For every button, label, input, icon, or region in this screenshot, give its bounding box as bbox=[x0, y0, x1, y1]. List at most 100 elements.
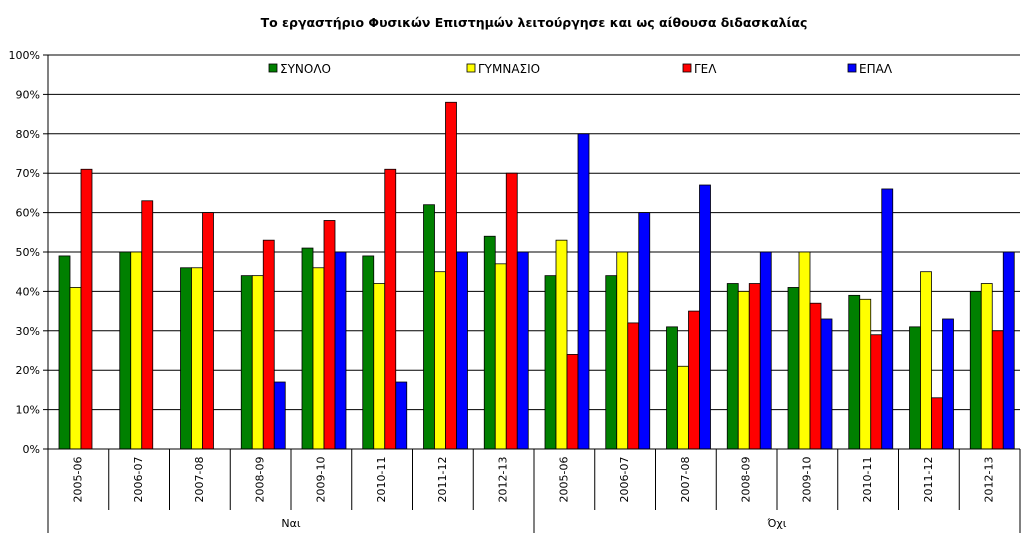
bar bbox=[119, 251, 132, 450]
x-tick-label: 2012-13 bbox=[497, 457, 510, 503]
bar bbox=[820, 318, 833, 450]
bar bbox=[362, 255, 375, 450]
bar bbox=[605, 275, 618, 450]
x-tick-label: 2007-08 bbox=[193, 457, 206, 503]
bar bbox=[798, 251, 811, 450]
bar bbox=[748, 283, 761, 450]
x-group-label: Όχι bbox=[766, 517, 786, 530]
bar bbox=[1002, 251, 1015, 450]
y-tick-label: 60% bbox=[16, 207, 40, 220]
bar bbox=[726, 283, 739, 450]
bar bbox=[323, 220, 336, 450]
bar bbox=[909, 326, 921, 450]
bar bbox=[273, 381, 286, 450]
bar bbox=[141, 200, 154, 450]
bar bbox=[809, 302, 822, 450]
x-tick-label: 2006-07 bbox=[132, 457, 145, 503]
y-tick-label: 90% bbox=[16, 88, 40, 101]
y-tick-label: 80% bbox=[16, 128, 40, 141]
bar bbox=[920, 271, 932, 450]
bar bbox=[737, 290, 750, 450]
x-tick-label: 2005-06 bbox=[557, 457, 570, 503]
bar bbox=[991, 330, 1004, 450]
bar bbox=[301, 247, 314, 450]
x-tick-label: 2012-13 bbox=[983, 457, 996, 503]
x-tick-label: 2009-10 bbox=[314, 457, 327, 503]
x-tick-label: 2009-10 bbox=[800, 457, 813, 503]
legend-label: ΓΕΛ bbox=[694, 62, 717, 76]
bar bbox=[312, 267, 325, 450]
y-axis: 0% 10% 20% 30% 40% 50% 60% 70% 80% 90% 100% bbox=[9, 49, 49, 456]
legend: ΣΥΝΟΛΟ ΓΥΜΝΑΣΙΟ ΓΕΛ ΕΠΑΛ bbox=[268, 62, 893, 76]
bar bbox=[555, 239, 568, 450]
bar bbox=[759, 251, 772, 450]
bar bbox=[395, 381, 408, 450]
x-tick-label: 2010-11 bbox=[375, 457, 388, 503]
y-tick-label: 50% bbox=[16, 246, 40, 259]
x-tick-label: 2011-12 bbox=[922, 457, 935, 503]
bars bbox=[58, 101, 1015, 450]
legend-swatch bbox=[847, 63, 857, 73]
bar bbox=[373, 283, 386, 450]
bar bbox=[191, 267, 203, 450]
bar bbox=[566, 354, 579, 450]
bar bbox=[677, 365, 689, 450]
bar bbox=[787, 287, 800, 450]
x-tick-label: 2006-07 bbox=[618, 457, 631, 503]
bar bbox=[445, 101, 457, 450]
bar bbox=[666, 326, 678, 450]
x-tick-label: 2007-08 bbox=[679, 457, 692, 503]
bar bbox=[627, 322, 640, 450]
bar bbox=[180, 267, 192, 450]
chart-title: Το εργαστήριο Φυσικών Επιστημών λειτούργ… bbox=[261, 15, 808, 30]
bar bbox=[688, 310, 700, 450]
y-tick-label: 40% bbox=[16, 285, 40, 298]
bar bbox=[848, 294, 861, 450]
bar bbox=[942, 318, 954, 450]
bar bbox=[434, 271, 446, 450]
bar bbox=[202, 212, 214, 450]
bar bbox=[483, 235, 496, 450]
x-tick-label: 2011-12 bbox=[436, 457, 449, 503]
bar bbox=[931, 397, 943, 450]
y-tick-label: 0% bbox=[23, 443, 40, 456]
legend-swatch bbox=[682, 63, 692, 73]
bar bbox=[240, 275, 253, 450]
bar bbox=[69, 287, 82, 450]
bar bbox=[881, 188, 894, 450]
y-tick-label: 30% bbox=[16, 325, 40, 338]
bar bbox=[505, 172, 518, 450]
legend-label: ΕΠΑΛ bbox=[859, 62, 893, 76]
bar bbox=[516, 251, 529, 450]
bar bbox=[859, 298, 872, 450]
legend-swatch bbox=[466, 63, 476, 73]
x-tick-label: 2010-11 bbox=[861, 457, 874, 503]
x-tick-label: 2008-09 bbox=[740, 457, 753, 503]
legend-label: ΓΥΜΝΑΣΙΟ bbox=[478, 62, 540, 76]
legend-label: ΣΥΝΟΛΟ bbox=[280, 62, 331, 76]
x-group-label: Ναι bbox=[281, 517, 300, 530]
x-tick-label: 2008-09 bbox=[254, 457, 267, 503]
bar bbox=[251, 275, 264, 450]
bar bbox=[80, 168, 93, 450]
bar bbox=[423, 204, 435, 450]
x-axis: 2005-06 2006-07 2007-08 2008-09 2009-10 2010-… bbox=[47, 448, 1021, 533]
bar bbox=[334, 251, 347, 450]
x-tick-label: 2005-06 bbox=[71, 457, 84, 503]
bar bbox=[969, 290, 982, 450]
bar bbox=[616, 251, 629, 450]
bar bbox=[544, 275, 557, 450]
bar bbox=[494, 263, 507, 450]
bar bbox=[980, 283, 993, 450]
bar bbox=[638, 212, 651, 450]
bar bbox=[456, 251, 468, 450]
y-tick-label: 100% bbox=[9, 49, 40, 62]
legend-swatch bbox=[268, 63, 278, 73]
y-tick-label: 70% bbox=[16, 167, 40, 180]
bar bbox=[699, 184, 711, 450]
bar bbox=[870, 334, 883, 450]
bar bbox=[58, 255, 71, 450]
bar bbox=[262, 239, 275, 450]
bar bbox=[577, 133, 590, 450]
